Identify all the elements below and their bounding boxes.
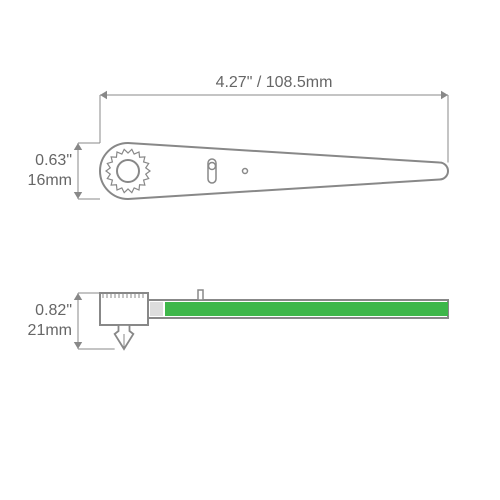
green-grip [165, 302, 448, 316]
collar [150, 302, 163, 316]
dim-height-bottom-mm: 21mm [28, 322, 72, 339]
dim-height-top-mm: 16mm [28, 172, 72, 189]
side-pin [198, 290, 203, 300]
selector-pin [209, 163, 216, 170]
pin-hole [243, 169, 248, 174]
dim-height-top-in: 0.63" [35, 152, 72, 169]
dimension-diagram: 4.27" / 108.5mm 0.63" 16mm 0.82" 21mm [0, 0, 500, 500]
dim-height-bottom-in: 0.82" [35, 302, 72, 319]
wrench-top-outline [100, 143, 448, 199]
dim-length-label: 4.27" / 108.5mm [216, 74, 333, 91]
gear-ring [106, 149, 150, 192]
drive-hole [117, 160, 139, 182]
